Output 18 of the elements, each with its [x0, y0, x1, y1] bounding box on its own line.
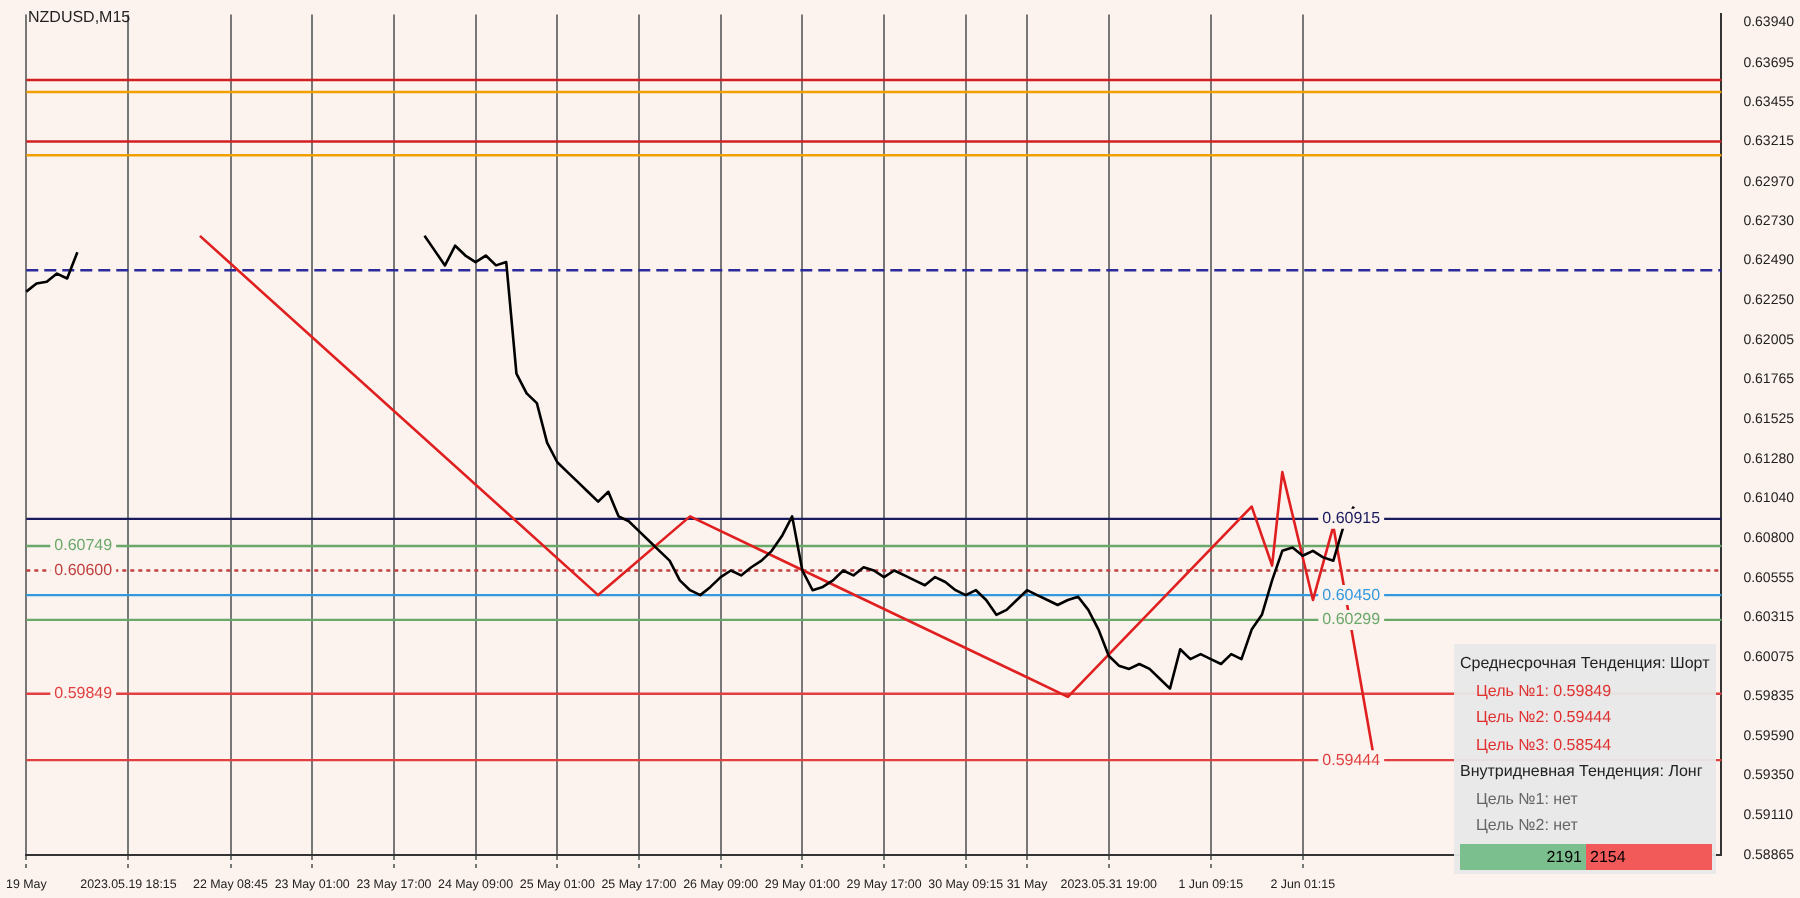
ref-line-label: 0.60915 — [1322, 509, 1382, 528]
ref-line-label: 0.60299 — [1322, 610, 1382, 629]
ref-line-label: 0.60450 — [1322, 585, 1382, 604]
annotation: Цель №2: нет — [1474, 814, 1580, 838]
annotation: Цель №1: нет — [1474, 787, 1580, 812]
annotation: Цель №2: 0.59444 — [1474, 706, 1614, 730]
ratio-meter: 2191 2154 — [1460, 843, 1712, 870]
annotation: Цель №1: 0.59849 — [1474, 679, 1614, 704]
ref-line-label: 0.59444 — [1322, 750, 1382, 769]
annotation: Среднесрочная Тенденция: Шорт — [1460, 652, 1712, 676]
annotation: 2191 — [1460, 843, 1586, 870]
ref-line-label: 0.59849 — [54, 684, 114, 703]
annotation: Внутридневная Тенденция: Лонг — [1460, 760, 1705, 784]
ref-line-label: 0.60749 — [54, 536, 114, 555]
annotation: 2154 — [1586, 843, 1712, 870]
annotation: Цель №3: 0.58544 — [1474, 733, 1614, 758]
ref-line-label: 0.60600 — [54, 560, 114, 579]
chart-title: NZDUSD,M15 — [28, 8, 131, 26]
